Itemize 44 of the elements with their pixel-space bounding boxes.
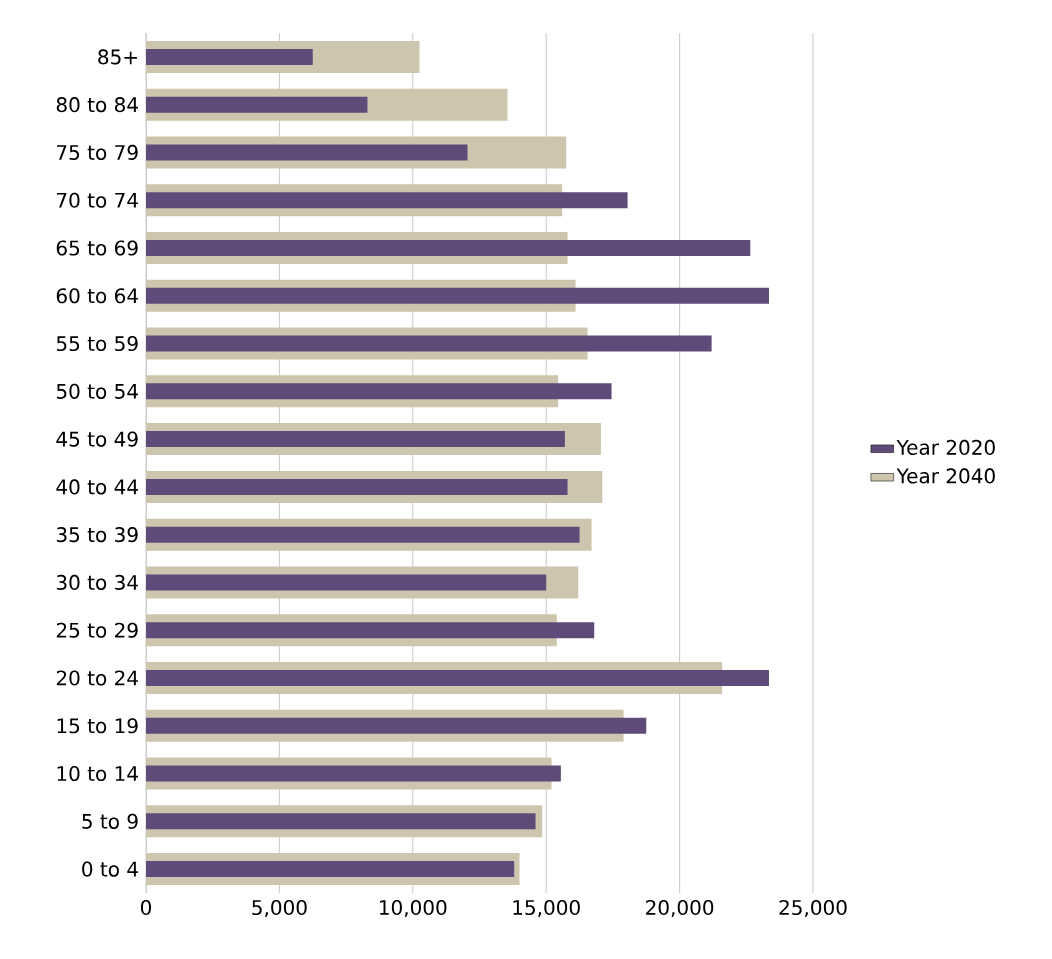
y-tick-label: 15 to 19: [57, 718, 138, 734]
bar: [146, 717, 647, 734]
x-tick-label: 15,000: [513, 899, 580, 918]
y-tick-label: 70 to 74: [57, 192, 138, 208]
x-tick-label: 5,000: [252, 899, 307, 918]
bar: [146, 144, 468, 161]
y-tick-label: 60 to 64: [56, 288, 138, 304]
bar: [146, 574, 547, 591]
bar: [146, 96, 368, 113]
legend-label: Year 2020: [896, 439, 995, 455]
bar: [146, 861, 515, 878]
bar: [146, 765, 561, 782]
y-tick-label: 50 to 54: [56, 383, 138, 399]
y-tick-label: 65 to 69: [56, 240, 138, 256]
bar: [146, 431, 565, 448]
bar: [146, 192, 628, 209]
bar: [146, 526, 580, 543]
y-tick-label: 5 to 9: [82, 813, 138, 829]
legend-label: Year 2040: [896, 468, 995, 484]
y-tick-label: 25 to 29: [56, 622, 138, 638]
y-tick-label: 35 to 39: [56, 527, 138, 543]
bar: [146, 622, 595, 639]
y-tick-label: 0 to 4: [82, 861, 138, 877]
bar: [146, 48, 313, 65]
bar: [146, 287, 769, 304]
bar: [146, 813, 536, 830]
y-tick-label: 75 to 79: [57, 144, 138, 161]
bar: [146, 478, 568, 495]
bar: [146, 669, 769, 686]
y-tick-label: 10 to 14: [57, 765, 138, 782]
bar: [146, 383, 612, 400]
y-tick-label: 45 to 49: [56, 431, 138, 447]
x-tick-label: 0: [140, 899, 152, 916]
y-tick-label: 20 to 24: [56, 670, 138, 686]
bar: [146, 240, 751, 256]
x-tick-label: 20,000: [646, 899, 714, 918]
y-tick-label: 80 to 84: [56, 97, 138, 113]
x-tick-label: 25,000: [779, 899, 847, 918]
y-tick-label: 85+: [98, 49, 137, 65]
y-tick-label: 55 to 59: [56, 335, 138, 352]
bar: [146, 335, 712, 352]
y-tick-label: 30 to 34: [56, 574, 138, 591]
x-tick-label: 10,000: [380, 899, 447, 918]
y-tick-label: 40 to 44: [56, 479, 138, 495]
